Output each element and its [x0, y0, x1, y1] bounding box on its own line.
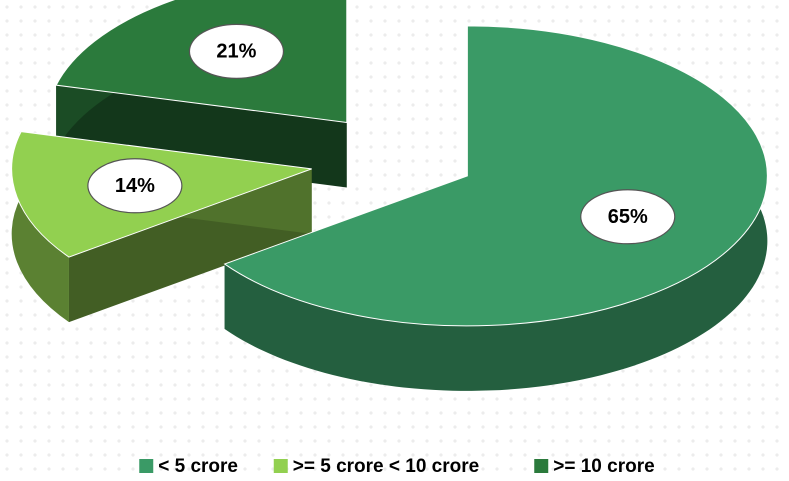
legend-label: >= 5 crore < 10 crore — [293, 456, 479, 477]
slice-outer-wall — [224, 25, 768, 391]
legend-swatch — [139, 459, 154, 473]
legend-label: < 5 crore — [158, 456, 238, 477]
data-label-bubble — [580, 189, 676, 245]
slice-outer-wall — [11, 131, 69, 323]
data-label: 21% — [216, 41, 256, 63]
data-label-bubble — [188, 23, 285, 79]
legend-swatch — [534, 459, 549, 473]
pie: 65% 14% 21% — [11, 0, 768, 391]
legend-swatch — [273, 459, 288, 473]
slice-radial-wall — [56, 85, 347, 188]
slice-top — [223, 25, 768, 327]
data-label-bubble — [87, 158, 183, 214]
data-label: 14% — [115, 175, 155, 197]
data-label: 65% — [608, 206, 648, 228]
slice — [223, 25, 768, 391]
legend: < 5 crore >= 5 crore < 10 crore >= 10 cror… — [139, 456, 655, 477]
legend-label: >= 10 crore — [553, 456, 654, 477]
